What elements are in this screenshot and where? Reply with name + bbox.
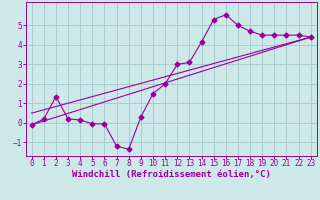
X-axis label: Windchill (Refroidissement éolien,°C): Windchill (Refroidissement éolien,°C) [72,170,271,179]
